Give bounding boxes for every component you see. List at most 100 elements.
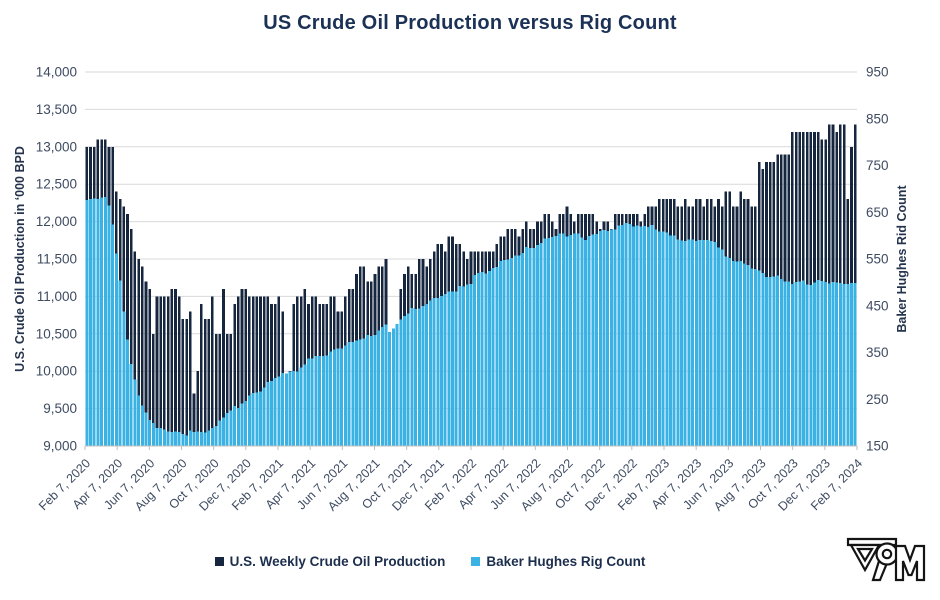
rig-count-bar xyxy=(443,294,447,446)
rig-count-bar xyxy=(336,348,340,446)
rig-count-bar xyxy=(129,364,133,446)
rig-count-bar xyxy=(491,267,495,446)
production-bar xyxy=(148,288,151,446)
rig-count-bar xyxy=(303,364,307,446)
rig-count-bar xyxy=(384,324,388,446)
production-bar xyxy=(251,296,255,446)
y-tick-label-right: 550 xyxy=(866,252,889,267)
rig-count-bar xyxy=(399,319,403,446)
rig-count-bar xyxy=(783,281,787,446)
rig-count-bar xyxy=(506,259,510,446)
y-tick-label-left: 11,000 xyxy=(37,289,77,304)
rig-count-bar xyxy=(569,235,573,446)
rig-count-bar xyxy=(709,241,713,446)
rig-count-bar xyxy=(306,358,310,446)
rig-count-bar xyxy=(768,276,772,446)
rig-count-bar xyxy=(270,381,274,446)
production-bar xyxy=(200,303,203,446)
production-bar xyxy=(273,303,277,446)
production-bar xyxy=(259,296,262,446)
production-bar xyxy=(211,296,214,446)
rig-count-bar xyxy=(218,420,222,446)
rig-count-bar xyxy=(454,291,458,446)
production-bar xyxy=(248,296,251,446)
rig-count-bar xyxy=(170,431,174,446)
rig-count-bar xyxy=(89,199,93,446)
rig-count-bar xyxy=(111,224,115,446)
production-bar xyxy=(133,251,137,446)
production-bar xyxy=(129,229,133,446)
rig-count-bar xyxy=(499,260,503,446)
production-bar xyxy=(166,296,170,446)
production-bar xyxy=(140,266,144,446)
rig-count-bars xyxy=(85,196,857,447)
rig-count-bar xyxy=(487,271,491,446)
rig-count-bar xyxy=(288,371,292,446)
rig-count-bar xyxy=(351,342,355,446)
rig-count-bar xyxy=(620,224,624,446)
rig-count-bar xyxy=(694,241,698,446)
production-bar xyxy=(262,296,266,446)
rig-count-bar xyxy=(672,235,676,447)
rig-count-bar xyxy=(118,280,122,446)
rig-count-bar xyxy=(713,242,717,446)
rig-count-bar xyxy=(676,239,680,446)
rig-count-bar xyxy=(229,410,233,446)
rig-count-bar xyxy=(377,330,381,446)
left-axis-title: U.S. Crude Oil Production in ‘000 BPD xyxy=(13,146,27,372)
rig-count-bar xyxy=(114,253,118,446)
rig-count-bar xyxy=(654,229,658,446)
rig-count-bar xyxy=(133,379,137,446)
rig-count-bar xyxy=(140,405,144,446)
rig-count-bar xyxy=(735,261,739,446)
rig-count-bar xyxy=(813,282,817,447)
y-tick-label-left: 14,000 xyxy=(36,65,77,80)
rig-count-bar xyxy=(502,259,506,446)
rig-count-bar xyxy=(177,431,181,446)
rig-count-bar xyxy=(591,234,595,446)
rig-count-bar xyxy=(532,247,536,446)
rig-count-bar xyxy=(421,305,425,446)
rig-count-bar xyxy=(469,283,473,446)
rig-count-bar xyxy=(100,197,104,446)
rig-count-bar xyxy=(565,236,569,446)
production-bar xyxy=(229,333,233,446)
y-tick-label-left: 13,500 xyxy=(36,102,77,117)
rig-count-bar xyxy=(587,236,591,446)
rig-count-bar xyxy=(680,240,684,446)
legend-item-rig-count: Baker Hughes Rig Count xyxy=(471,554,645,569)
rig-count-bar xyxy=(233,405,237,446)
rig-count-bar xyxy=(410,308,414,446)
rig-count-bar xyxy=(547,237,551,446)
rig-count-bar xyxy=(373,335,377,446)
production-bar xyxy=(266,296,270,446)
rig-count-bar xyxy=(417,308,421,446)
rig-count-bar xyxy=(299,367,303,446)
rig-count-bar xyxy=(739,260,743,446)
production-bar xyxy=(270,303,273,446)
production-bar xyxy=(155,296,159,446)
rig-count-bar xyxy=(683,240,687,446)
rig-count-bar xyxy=(776,275,780,446)
production-bar xyxy=(203,318,207,446)
rig-count-bar xyxy=(185,435,189,446)
rig-count-bar xyxy=(687,239,691,446)
rig-count-bar xyxy=(458,286,462,446)
rig-count-bar xyxy=(473,274,477,446)
rig-count-bar xyxy=(284,373,288,446)
rig-count-bar xyxy=(162,429,166,446)
rig-count-bar xyxy=(358,339,362,446)
y-axis-right-tick-labels: 950 850 750 650 550 450 350 250 150 xyxy=(866,65,889,454)
rig-count-bar xyxy=(628,223,632,446)
y-tick-label-right: 850 xyxy=(866,111,889,126)
production-bar xyxy=(240,288,244,446)
rig-count-bar xyxy=(576,233,580,446)
rig-count-bar xyxy=(528,247,532,446)
production-bar xyxy=(181,318,185,446)
rig-count-bar xyxy=(761,273,765,446)
rig-count-bar xyxy=(849,282,853,446)
rig-count-bar xyxy=(174,431,177,446)
rig-count-bar xyxy=(125,339,129,446)
y-tick-label-left: 9,500 xyxy=(43,401,77,416)
